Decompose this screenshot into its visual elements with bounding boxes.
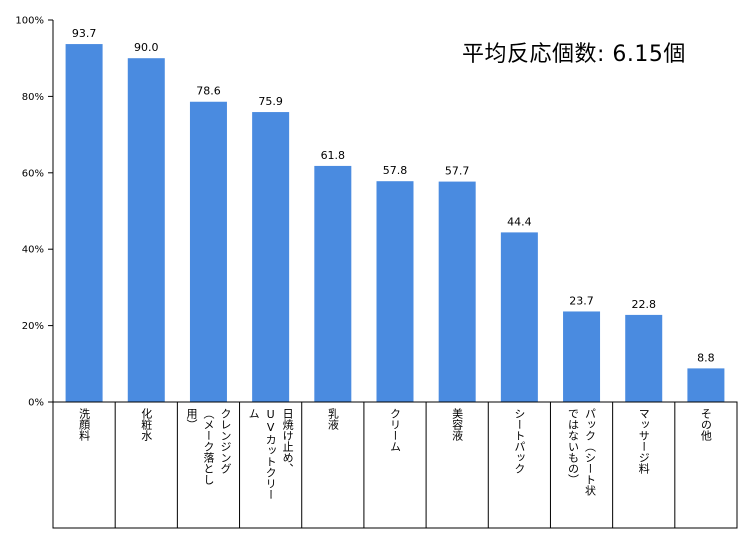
category-label: クリーム (364, 408, 426, 528)
average-response-annotation: 平均反応個数: 6.15個 (462, 42, 686, 67)
bar (252, 112, 290, 402)
bar-value-label: 90.0 (134, 41, 159, 54)
bar-value-label: 93.7 (72, 27, 97, 40)
category-label: 日焼け止め、 UVカットクリーム (240, 408, 302, 528)
category-label-line: 日焼け止め、 (281, 408, 295, 474)
category-label: パック（シート状 ではないもの） (551, 408, 613, 528)
bar-value-label: 8.8 (697, 351, 715, 364)
category-label-line: 美容液 (450, 408, 464, 441)
category-label: マッサージ料 (613, 408, 675, 528)
category-label-line: その他 (699, 408, 713, 441)
bar-value-label: 23.7 (569, 294, 594, 307)
y-tick-label: 60% (22, 168, 44, 179)
bar (65, 44, 103, 402)
y-tick-label: 40% (22, 245, 44, 256)
bar (376, 181, 414, 402)
y-tick-label: 20% (22, 321, 44, 332)
category-label-line: クレンジング (218, 408, 232, 474)
bar-value-label: 57.7 (445, 165, 470, 178)
category-label-line: ム (247, 408, 261, 419)
category-label-line: 洗顔料 (77, 408, 91, 441)
category-label-line: パック（シート状 (583, 408, 597, 496)
category-label-line: 用） (184, 408, 198, 430)
category-label-line: UVカットクリー (264, 408, 278, 500)
category-label-line: （メーク落とし (201, 408, 215, 485)
category-label: 洗顔料 (53, 408, 115, 528)
category-label-line: ではないもの） (566, 408, 580, 485)
category-label: 乳液 (302, 408, 364, 528)
bar-value-label: 22.8 (631, 298, 656, 311)
category-label-line: クリーム (388, 408, 402, 452)
category-label-line: 乳液 (326, 408, 340, 430)
category-label: 化粧水 (115, 408, 177, 528)
y-tick-label: 100% (15, 16, 44, 27)
category-table (52, 401, 738, 529)
category-label-line: 化粧水 (139, 408, 153, 441)
bar (127, 58, 165, 402)
bar-value-label: 75.9 (258, 95, 283, 108)
bar-value-label: 57.8 (383, 164, 408, 177)
bar (625, 314, 663, 402)
category-label: 美容液 (426, 408, 488, 528)
y-tick-label: 0% (28, 398, 44, 409)
y-tick-label: 80% (22, 92, 44, 103)
bar (687, 368, 725, 402)
bar (563, 311, 601, 402)
bar-value-label: 78.6 (196, 85, 221, 98)
category-label-line: マッサージ料 (637, 408, 651, 474)
bar-value-label: 61.8 (321, 149, 346, 162)
category-label: クレンジング （メーク落とし 用） (177, 408, 239, 528)
bar-value-label: 44.4 (507, 215, 532, 228)
bar (438, 181, 476, 402)
bar (500, 232, 538, 402)
bar (314, 165, 352, 402)
category-label-line: シートパック (512, 408, 526, 474)
category-label: その他 (675, 408, 737, 528)
category-label: シートパック (488, 408, 550, 528)
bar (189, 101, 227, 403)
